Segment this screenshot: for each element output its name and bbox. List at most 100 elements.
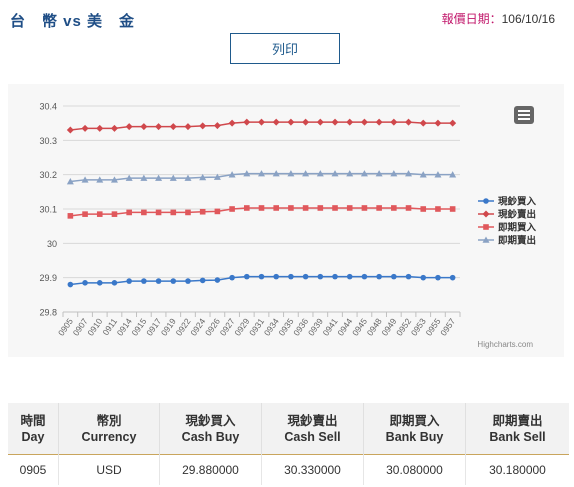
x-tick-label: 0915 xyxy=(129,316,148,337)
data-point xyxy=(302,118,310,126)
data-point xyxy=(331,170,339,177)
data-point xyxy=(81,124,89,132)
quote-date-value: 106/10/16 xyxy=(501,12,555,26)
data-point xyxy=(419,119,427,127)
data-point xyxy=(169,123,177,131)
table-cell: 30.180000 xyxy=(465,454,569,485)
quote-date: 報價日期：106/10/16 xyxy=(442,10,555,27)
data-point xyxy=(66,126,74,134)
x-tick-label: 0957 xyxy=(438,316,457,337)
chart-credit: Highcharts.com xyxy=(477,340,533,349)
y-tick-label: 30 xyxy=(47,239,57,249)
table-cell: 0905 xyxy=(8,454,59,485)
column-header-zh: 即期買入 xyxy=(389,413,440,428)
data-point xyxy=(155,278,162,284)
rate-chart: 29.8 29.9 30 30.1 30.2 30.3 30.4 0905 0907 0910 09… xyxy=(8,84,564,357)
data-point xyxy=(110,124,118,132)
data-point xyxy=(272,118,280,126)
column-header: 即期買入 Bank Buy xyxy=(363,403,466,455)
y-tick-label: 30.4 xyxy=(39,102,57,112)
data-point xyxy=(228,119,236,127)
x-tick-label: 0931 xyxy=(247,316,266,337)
x-tick-label: 0955 xyxy=(424,316,443,337)
column-header-zh: 幣別 xyxy=(96,413,122,428)
data-point xyxy=(317,273,324,280)
data-point xyxy=(126,209,132,216)
data-point xyxy=(346,118,354,126)
column-header-en: Cash Buy xyxy=(181,429,240,444)
x-tick-label: 0939 xyxy=(306,316,325,337)
print-button[interactable]: 列印 xyxy=(230,33,340,64)
column-header-en: Day xyxy=(21,429,45,444)
data-point xyxy=(316,118,324,126)
table-cell: 30.080000 xyxy=(363,454,466,485)
data-point xyxy=(199,277,206,284)
data-point xyxy=(66,178,74,185)
x-tick-label: 0945 xyxy=(350,316,369,337)
menu-icon-bar xyxy=(518,118,530,120)
x-tick-label: 0948 xyxy=(365,316,384,337)
page-title: 台 幣 vs 美 金 xyxy=(10,13,136,30)
data-point xyxy=(170,278,177,284)
data-point xyxy=(184,123,192,131)
rate-table: 時間 Day 幣別 Currency 現鈔買入 Cash Buy 現鈔賣出 Cash Sell… xyxy=(8,403,569,485)
data-point xyxy=(375,170,383,177)
legend-label: 即期賣出 xyxy=(498,235,536,247)
data-point xyxy=(420,274,427,281)
data-point xyxy=(288,273,294,280)
data-point xyxy=(67,281,74,288)
data-point xyxy=(96,280,103,286)
legend-marker xyxy=(483,224,489,230)
chart-menu-button[interactable] xyxy=(514,106,534,124)
data-point xyxy=(199,173,207,181)
data-point xyxy=(419,171,427,178)
data-point xyxy=(449,171,457,178)
quote-date-label: 報價日期： xyxy=(441,12,502,26)
x-tick-label: 0917 xyxy=(144,316,163,337)
data-point xyxy=(273,205,280,211)
data-point xyxy=(140,123,148,131)
data-point xyxy=(302,205,309,211)
column-header-en: Currency xyxy=(81,429,137,444)
data-point xyxy=(140,174,148,181)
y-tick-label: 30.3 xyxy=(39,136,57,146)
data-point xyxy=(243,205,250,211)
data-point xyxy=(332,273,338,280)
data-point xyxy=(111,280,118,286)
x-tick-label: 0935 xyxy=(277,316,296,337)
data-point xyxy=(390,118,398,126)
data-point xyxy=(435,274,441,281)
data-point xyxy=(288,205,294,211)
data-point xyxy=(111,211,118,217)
data-point xyxy=(302,170,310,177)
data-point xyxy=(199,122,207,130)
x-tick-label: 0949 xyxy=(379,316,398,337)
data-point xyxy=(141,209,147,216)
x-tick-label: 0910 xyxy=(85,316,104,337)
data-point xyxy=(391,205,397,211)
column-header-zh: 現鈔賣出 xyxy=(287,413,338,428)
data-point xyxy=(449,274,456,281)
table-cell: USD xyxy=(58,454,160,485)
x-tick-label: 0952 xyxy=(394,316,413,337)
data-point xyxy=(316,170,324,177)
data-point xyxy=(346,273,353,280)
legend-label: 現鈔買入 xyxy=(498,196,537,208)
column-header-en: Bank Buy xyxy=(385,429,444,444)
legend-marker xyxy=(482,210,490,218)
column-header-en: Cash Sell xyxy=(284,429,341,444)
data-point xyxy=(405,205,412,211)
data-point xyxy=(243,170,251,177)
table-cell: 30.330000 xyxy=(261,454,364,485)
data-point xyxy=(331,118,339,126)
data-point xyxy=(214,277,221,283)
legend-label: 即期買入 xyxy=(498,222,537,234)
column-header: 幣別 Currency xyxy=(58,403,160,455)
data-point xyxy=(258,170,265,177)
x-tick-label: 0941 xyxy=(321,316,340,337)
data-point xyxy=(434,119,442,127)
data-point xyxy=(155,209,162,216)
x-tick-label: 0914 xyxy=(115,316,134,337)
data-point xyxy=(272,170,280,177)
